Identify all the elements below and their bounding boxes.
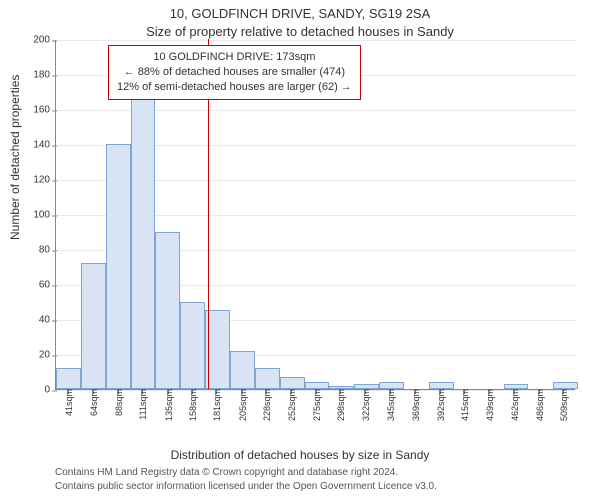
x-tick-label: 462sqm — [508, 389, 520, 421]
x-tick-label: 111sqm — [136, 389, 148, 420]
y-tick-label: 200 — [33, 35, 56, 46]
plot-area: 02040608010012014016018020041sqm64sqm88s… — [55, 40, 575, 390]
x-tick-label: 486sqm — [533, 389, 545, 421]
y-tick-label: 0 — [44, 385, 56, 396]
x-tick-label: 88sqm — [112, 389, 124, 416]
histogram-bar — [230, 351, 255, 390]
histogram-bar — [280, 377, 305, 389]
y-tick-label: 40 — [39, 315, 56, 326]
x-tick-label: 392sqm — [434, 389, 446, 421]
histogram-bar — [329, 386, 354, 390]
x-tick-label: 228sqm — [260, 389, 272, 421]
x-tick-label: 345sqm — [384, 389, 396, 421]
y-tick-label: 140 — [33, 140, 56, 151]
histogram-bar — [205, 310, 230, 389]
histogram-bar — [56, 368, 81, 389]
histogram-bar — [553, 382, 578, 389]
x-tick-label: 181sqm — [210, 389, 222, 421]
histogram-bar — [305, 382, 330, 389]
histogram-bar — [106, 144, 131, 389]
chart-subtitle: Size of property relative to detached ho… — [0, 24, 600, 39]
y-tick-label: 60 — [39, 280, 56, 291]
gridline-h — [56, 40, 576, 41]
histogram-bar — [81, 263, 106, 389]
x-tick-label: 158sqm — [186, 389, 198, 421]
y-tick-label: 120 — [33, 175, 56, 186]
y-tick-label: 100 — [33, 210, 56, 221]
histogram-bar — [155, 232, 180, 390]
chart-title: 10, GOLDFINCH DRIVE, SANDY, SG19 2SA — [0, 6, 600, 21]
annotation-line: 12% of semi-detached houses are larger (… — [117, 80, 352, 95]
histogram-bar — [354, 384, 379, 389]
x-tick-label: 41sqm — [62, 389, 74, 416]
y-tick-label: 20 — [39, 350, 56, 361]
x-tick-label: 369sqm — [409, 389, 421, 421]
x-tick-label: 509sqm — [557, 389, 569, 421]
y-tick-label: 160 — [33, 105, 56, 116]
x-tick-label: 205sqm — [236, 389, 248, 421]
x-tick-label: 439sqm — [483, 389, 495, 421]
figure: 10, GOLDFINCH DRIVE, SANDY, SG19 2SA Siz… — [0, 0, 600, 500]
annotation-line: 10 GOLDFINCH DRIVE: 173sqm — [117, 50, 352, 65]
x-tick-label: 298sqm — [334, 389, 346, 421]
x-tick-label: 415sqm — [458, 389, 470, 421]
y-tick-label: 180 — [33, 70, 56, 81]
attribution-line-1: Contains HM Land Registry data © Crown c… — [55, 467, 398, 478]
histogram-bar — [504, 384, 529, 389]
histogram-bar — [429, 382, 454, 389]
annotation-line: ← 88% of detached houses are smaller (47… — [117, 65, 352, 80]
x-tick-label: 252sqm — [285, 389, 297, 421]
attribution-line-2: Contains public sector information licen… — [55, 481, 437, 492]
x-tick-label: 275sqm — [310, 389, 322, 421]
x-tick-label: 322sqm — [359, 389, 371, 421]
x-tick-label: 64sqm — [87, 389, 99, 416]
histogram-bar — [379, 382, 404, 389]
y-axis-label: Number of detached properties — [8, 75, 22, 240]
x-tick-label: 135sqm — [162, 389, 174, 421]
annotation-box: 10 GOLDFINCH DRIVE: 173sqm← 88% of detac… — [108, 45, 361, 100]
y-tick-label: 80 — [39, 245, 56, 256]
x-axis-label: Distribution of detached houses by size … — [0, 448, 600, 462]
histogram-bar — [255, 368, 280, 389]
histogram-bar — [180, 302, 205, 390]
